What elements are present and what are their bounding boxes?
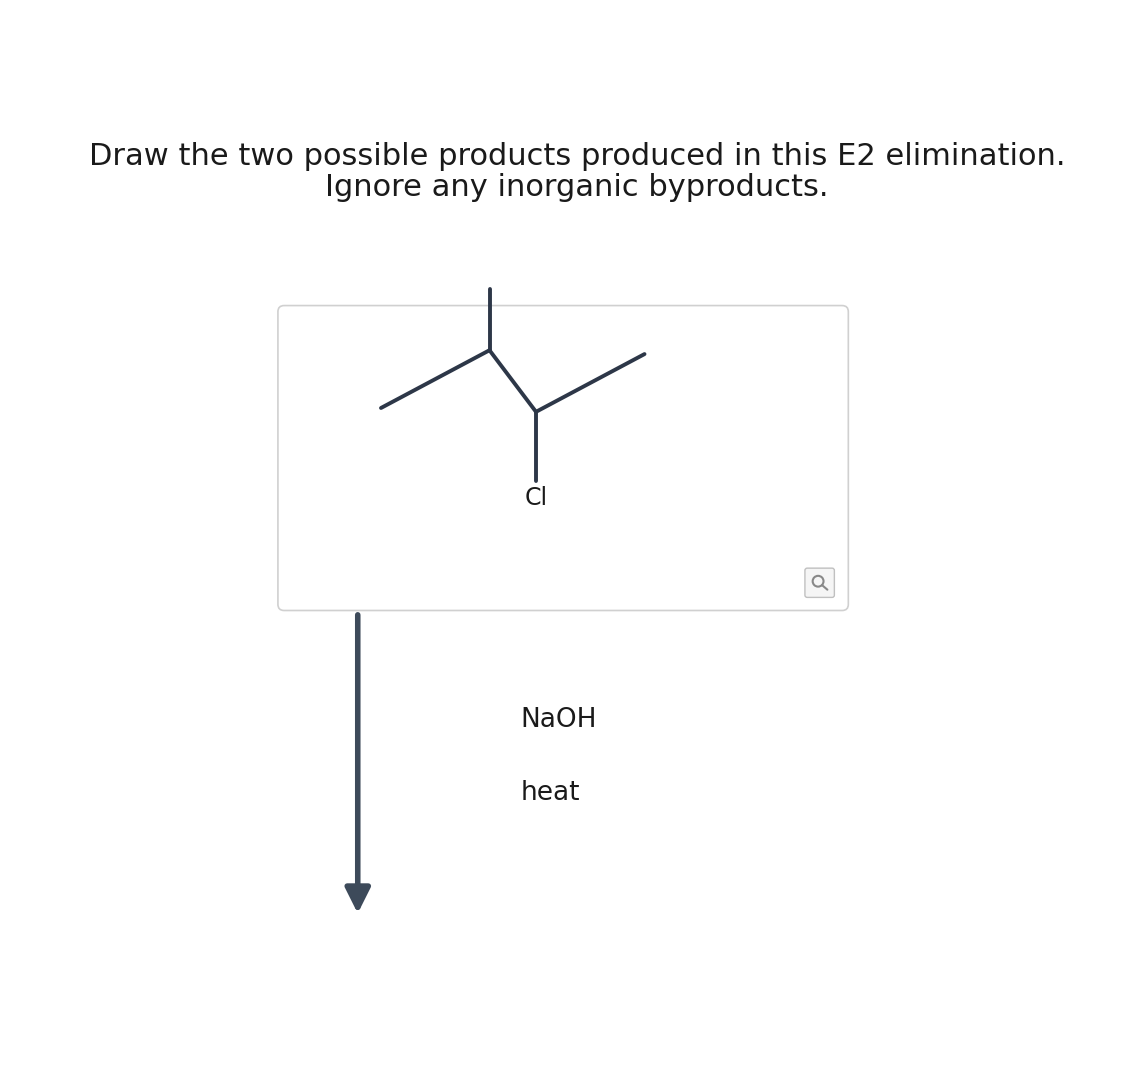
Text: heat: heat bbox=[520, 780, 580, 806]
Text: Cl: Cl bbox=[525, 486, 547, 509]
Text: Draw the two possible products produced in this E2 elimination.: Draw the two possible products produced … bbox=[89, 142, 1065, 171]
Text: Ignore any inorganic byproducts.: Ignore any inorganic byproducts. bbox=[325, 173, 829, 202]
FancyBboxPatch shape bbox=[278, 306, 848, 611]
FancyBboxPatch shape bbox=[805, 569, 834, 598]
Text: NaOH: NaOH bbox=[520, 707, 597, 732]
